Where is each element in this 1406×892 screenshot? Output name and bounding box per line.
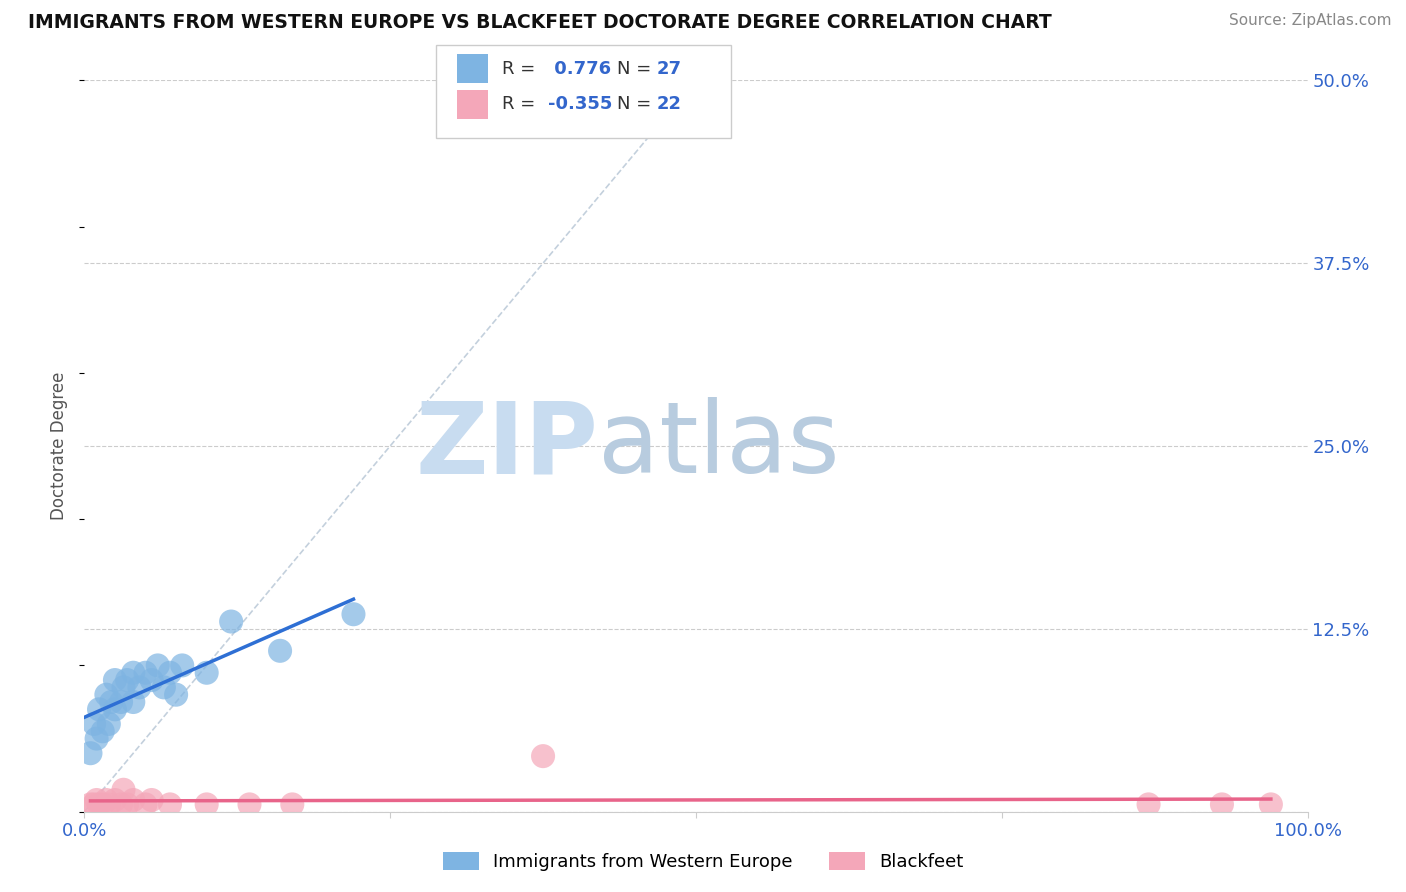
Point	[79, 797, 101, 812]
Point	[112, 681, 135, 695]
Point	[1211, 797, 1233, 812]
Point	[86, 731, 108, 746]
Point	[1260, 797, 1282, 812]
Point	[79, 746, 101, 760]
Point	[238, 797, 260, 812]
Point	[112, 782, 135, 797]
Point	[165, 688, 187, 702]
Point	[135, 665, 157, 680]
Point	[104, 793, 127, 807]
Point	[86, 793, 108, 807]
Point	[135, 797, 157, 812]
Point	[104, 673, 127, 687]
Text: N =: N =	[617, 95, 651, 113]
Legend: Immigrants from Western Europe, Blackfeet: Immigrants from Western Europe, Blackfee…	[436, 845, 970, 879]
Point	[83, 797, 105, 812]
Point	[269, 644, 291, 658]
Text: N =: N =	[617, 60, 651, 78]
Point	[97, 717, 120, 731]
Point	[1137, 797, 1160, 812]
Point	[195, 665, 218, 680]
Point	[115, 797, 138, 812]
Y-axis label: Doctorate Degree: Doctorate Degree	[51, 372, 69, 520]
Point	[122, 793, 145, 807]
Point	[159, 797, 181, 812]
Point	[91, 724, 114, 739]
Point	[91, 797, 114, 812]
Point	[87, 797, 110, 812]
Point	[115, 673, 138, 687]
Point	[110, 797, 132, 812]
Point	[96, 688, 118, 702]
Text: 22: 22	[657, 95, 682, 113]
Point	[128, 681, 150, 695]
Text: IMMIGRANTS FROM WESTERN EUROPE VS BLACKFEET DOCTORATE DEGREE CORRELATION CHART: IMMIGRANTS FROM WESTERN EUROPE VS BLACKF…	[28, 13, 1052, 32]
Point	[141, 793, 163, 807]
Point	[96, 793, 118, 807]
Point	[531, 749, 554, 764]
Point	[141, 673, 163, 687]
Point	[342, 607, 364, 622]
Point	[219, 615, 242, 629]
Point	[159, 665, 181, 680]
Text: -0.355: -0.355	[548, 95, 613, 113]
Text: atlas: atlas	[598, 398, 839, 494]
Point	[122, 695, 145, 709]
Text: 0.776: 0.776	[548, 60, 612, 78]
Point	[122, 665, 145, 680]
Point	[83, 717, 105, 731]
Point	[100, 695, 122, 709]
Point	[195, 797, 218, 812]
Text: R =: R =	[502, 60, 536, 78]
Point	[146, 658, 169, 673]
Point	[281, 797, 304, 812]
Text: 27: 27	[657, 60, 682, 78]
Point	[87, 702, 110, 716]
Point	[153, 681, 176, 695]
Point	[110, 695, 132, 709]
Text: Source: ZipAtlas.com: Source: ZipAtlas.com	[1229, 13, 1392, 29]
Point	[104, 702, 127, 716]
Point	[172, 658, 194, 673]
Text: ZIP: ZIP	[415, 398, 598, 494]
Text: R =: R =	[502, 95, 536, 113]
Point	[97, 797, 120, 812]
